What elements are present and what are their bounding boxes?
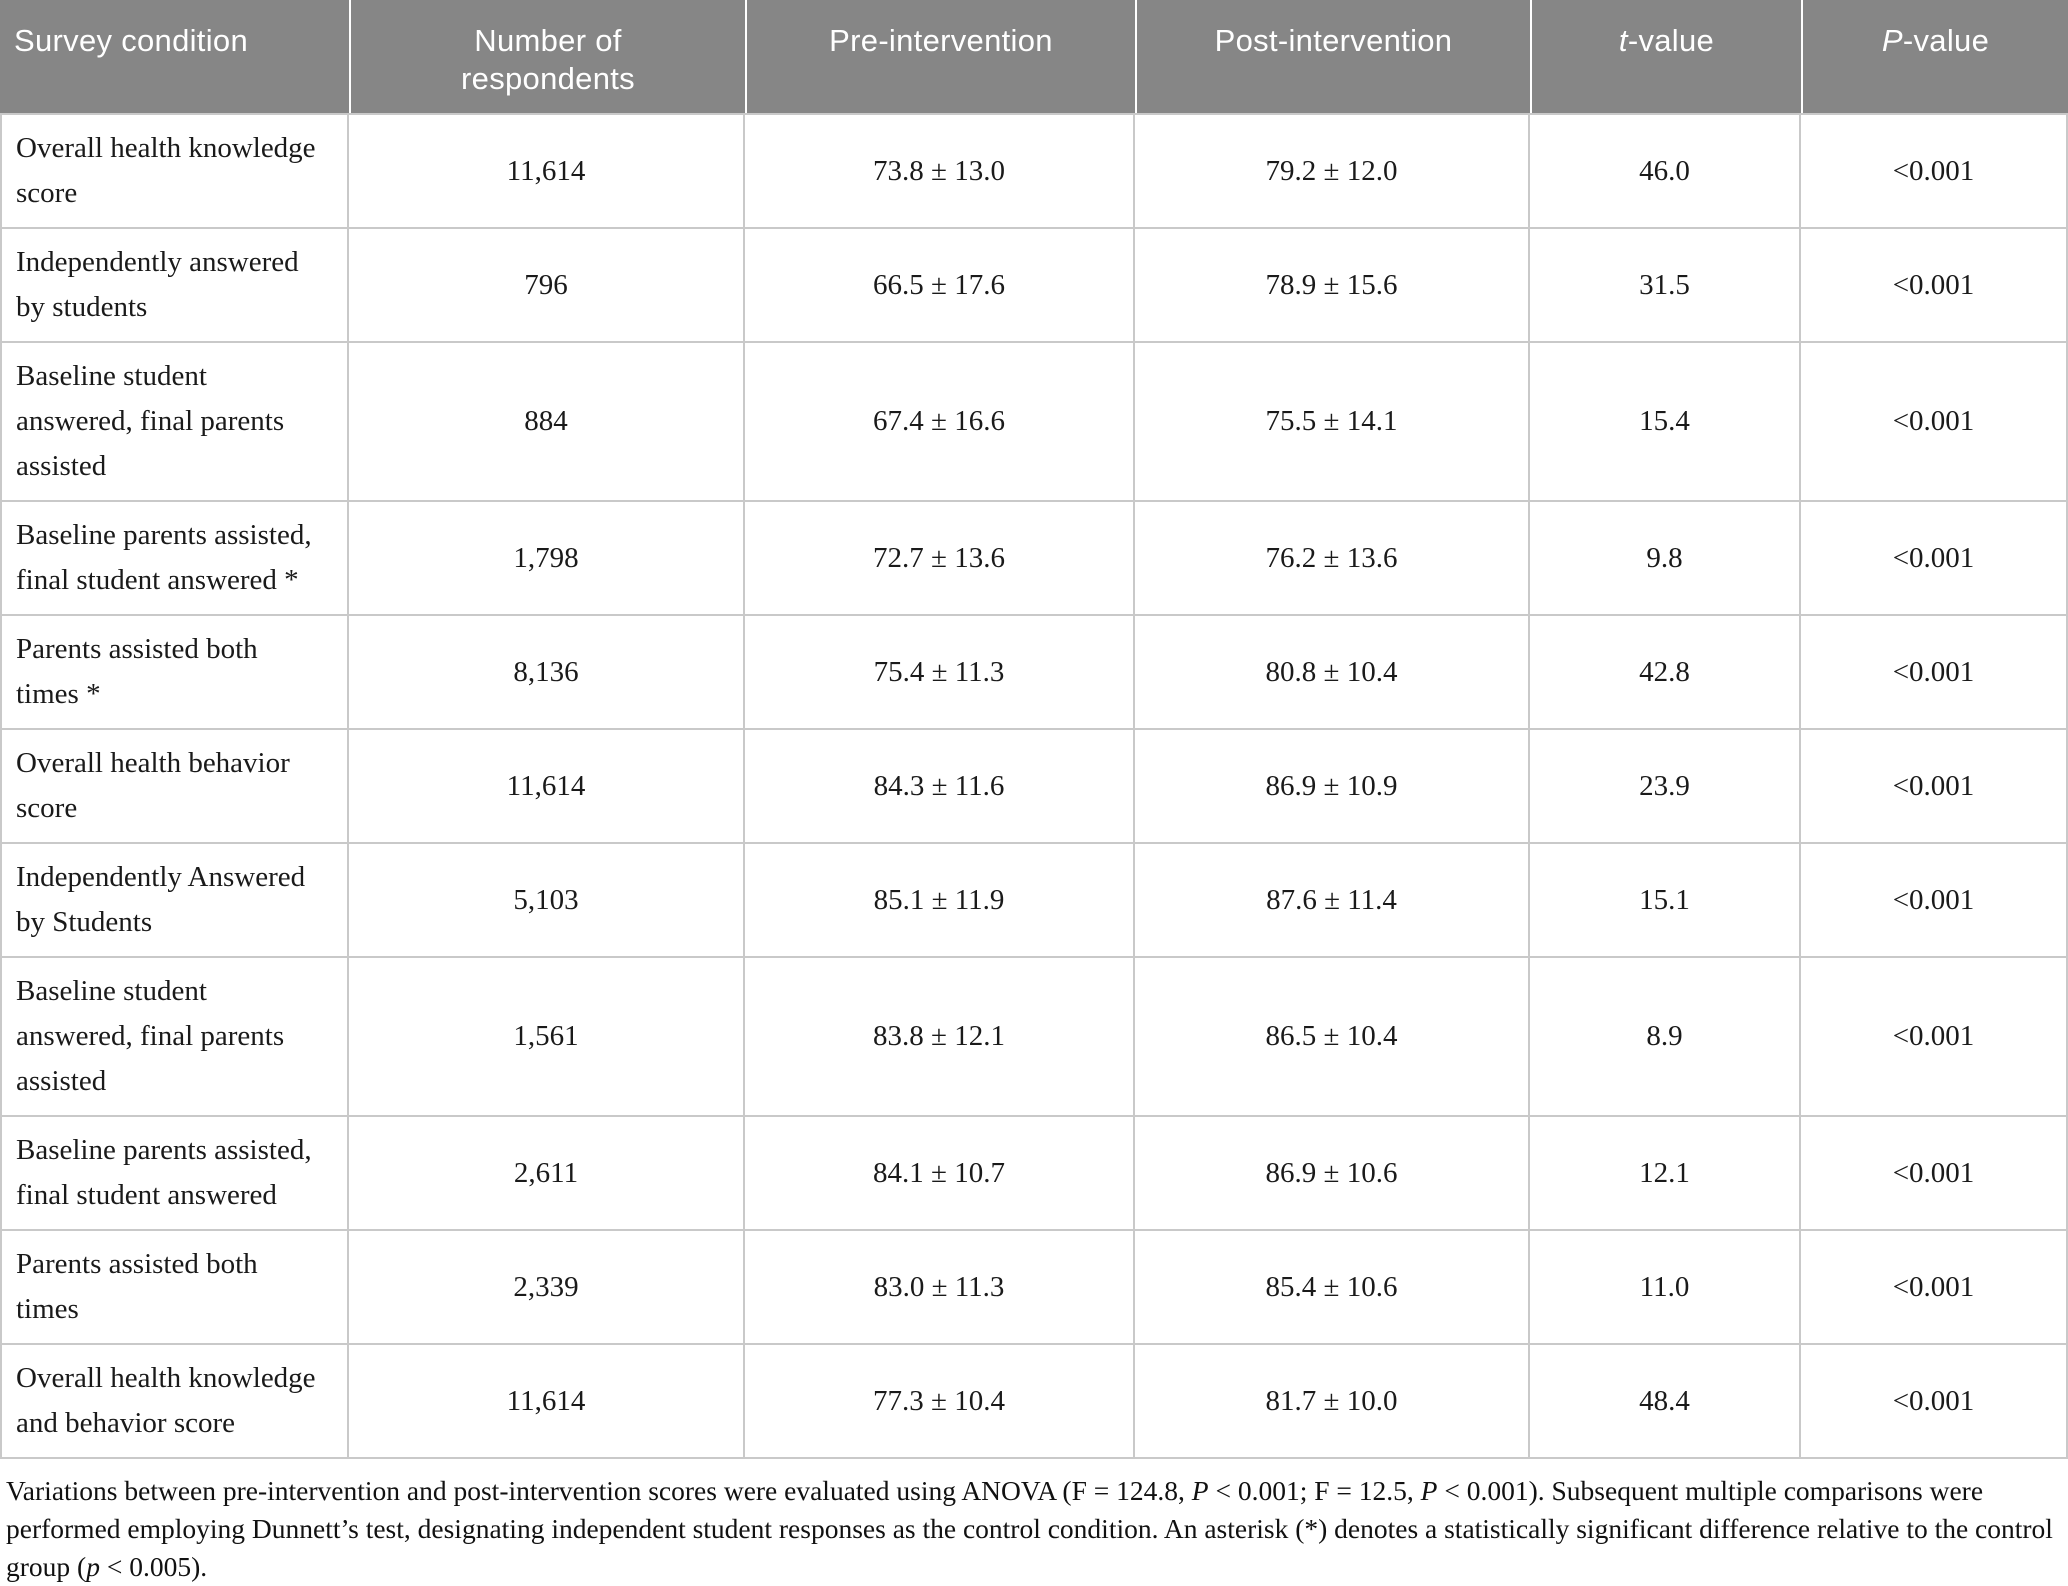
cell-t-value: 42.8 [1530,616,1801,730]
cell-t-value: 23.9 [1530,730,1801,844]
header-number-of-respondents: Number of respondents [349,0,745,113]
table-row: Baseline student answered, final parents… [0,343,2068,502]
cell-p-value: <0.001 [1801,343,2068,502]
cell-post-intervention: 86.9 ± 10.6 [1135,1117,1530,1231]
cell-p-value: <0.001 [1801,616,2068,730]
cell-respondents: 11,614 [349,730,745,844]
cell-respondents: 796 [349,229,745,343]
cell-p-value: <0.001 [1801,113,2068,229]
cell-survey-condition: Baseline student answered, final parents… [0,343,349,502]
cell-survey-condition: Parents assisted both times [0,1231,349,1345]
cell-survey-condition: Baseline student answered, final parents… [0,958,349,1117]
table-row: Baseline parents assisted, final student… [0,502,2068,616]
table-row: Parents assisted both times * 8,136 75.4… [0,616,2068,730]
cell-respondents: 1,561 [349,958,745,1117]
cell-respondents: 11,614 [349,1345,745,1459]
cell-t-value: 15.4 [1530,343,1801,502]
table-row: Independently Answered by Students 5,103… [0,844,2068,958]
cell-p-value: <0.001 [1801,730,2068,844]
cell-post-intervention: 87.6 ± 11.4 [1135,844,1530,958]
footnote-italic-segment: P [1191,1475,1209,1506]
header-p-value-rest: -value [1902,23,1990,58]
cell-pre-intervention: 73.8 ± 13.0 [745,113,1135,229]
cell-respondents: 2,339 [349,1231,745,1345]
cell-p-value: <0.001 [1801,958,2068,1117]
cell-post-intervention: 76.2 ± 13.6 [1135,502,1530,616]
cell-respondents: 1,798 [349,502,745,616]
table-row: Overall health knowledge score 11,614 73… [0,113,2068,229]
header-pre-intervention: Pre-intervention [745,0,1135,113]
cell-t-value: 31.5 [1530,229,1801,343]
table-row: Overall health behavior score 11,614 84.… [0,730,2068,844]
cell-t-value: 48.4 [1530,1345,1801,1459]
footnote-segment: < 0.001; F = 12.5, [1208,1475,1421,1506]
cell-t-value: 8.9 [1530,958,1801,1117]
table-header: Survey condition Number of respondents P… [0,0,2068,113]
results-table: Survey condition Number of respondents P… [0,0,2068,1459]
table-row: Overall health knowledge and behavior sc… [0,1345,2068,1459]
cell-p-value: <0.001 [1801,844,2068,958]
header-p-value: P-value [1801,0,2068,113]
cell-p-value: <0.001 [1801,229,2068,343]
header-survey-condition: Survey condition [0,0,349,113]
cell-t-value: 9.8 [1530,502,1801,616]
footnote-italic-segment: P [1420,1475,1438,1506]
table-row: Baseline student answered, final parents… [0,958,2068,1117]
cell-pre-intervention: 85.1 ± 11.9 [745,844,1135,958]
cell-post-intervention: 79.2 ± 12.0 [1135,113,1530,229]
cell-respondents: 8,136 [349,616,745,730]
table-row: Baseline parents assisted, final student… [0,1117,2068,1231]
cell-pre-intervention: 84.1 ± 10.7 [745,1117,1135,1231]
cell-post-intervention: 86.5 ± 10.4 [1135,958,1530,1117]
cell-t-value: 15.1 [1530,844,1801,958]
cell-post-intervention: 75.5 ± 14.1 [1135,343,1530,502]
cell-p-value: <0.001 [1801,502,2068,616]
cell-survey-condition: Overall health behavior score [0,730,349,844]
cell-survey-condition: Independently Answered by Students [0,844,349,958]
cell-respondents: 884 [349,343,745,502]
cell-post-intervention: 80.8 ± 10.4 [1135,616,1530,730]
cell-p-value: <0.001 [1801,1117,2068,1231]
table-row: Parents assisted both times 2,339 83.0 ±… [0,1231,2068,1345]
cell-respondents: 5,103 [349,844,745,958]
header-t-value-italic: t [1618,23,1628,58]
cell-survey-condition: Overall health knowledge and behavior sc… [0,1345,349,1459]
cell-pre-intervention: 83.0 ± 11.3 [745,1231,1135,1345]
cell-respondents: 2,611 [349,1117,745,1231]
cell-t-value: 11.0 [1530,1231,1801,1345]
header-row: Survey condition Number of respondents P… [0,0,2068,113]
table-row: Independently answered by students 796 6… [0,229,2068,343]
header-number-of-respondents-label: Number of respondents [461,23,635,96]
cell-pre-intervention: 66.5 ± 17.6 [745,229,1135,343]
cell-post-intervention: 85.4 ± 10.6 [1135,1231,1530,1345]
cell-survey-condition: Independently answered by students [0,229,349,343]
cell-post-intervention: 86.9 ± 10.9 [1135,730,1530,844]
cell-post-intervention: 78.9 ± 15.6 [1135,229,1530,343]
cell-survey-condition: Parents assisted both times * [0,616,349,730]
cell-pre-intervention: 72.7 ± 13.6 [745,502,1135,616]
cell-survey-condition: Baseline parents assisted, final student… [0,502,349,616]
cell-respondents: 11,614 [349,113,745,229]
cell-survey-condition: Overall health knowledge score [0,113,349,229]
header-post-intervention: Post-intervention [1135,0,1530,113]
cell-t-value: 46.0 [1530,113,1801,229]
cell-pre-intervention: 77.3 ± 10.4 [745,1345,1135,1459]
cell-post-intervention: 81.7 ± 10.0 [1135,1345,1530,1459]
cell-p-value: <0.001 [1801,1231,2068,1345]
header-p-value-italic: P [1881,23,1903,58]
cell-pre-intervention: 84.3 ± 11.6 [745,730,1135,844]
cell-p-value: <0.001 [1801,1345,2068,1459]
footnote-segment: < 0.001). Subsequent multiple comparison… [6,1475,2053,1582]
cell-pre-intervention: 83.8 ± 12.1 [745,958,1135,1117]
cell-pre-intervention: 67.4 ± 16.6 [745,343,1135,502]
cell-t-value: 12.1 [1530,1117,1801,1231]
cell-pre-intervention: 75.4 ± 11.3 [745,616,1135,730]
table-body: Overall health knowledge score 11,614 73… [0,113,2068,1459]
cell-survey-condition: Baseline parents assisted, final student… [0,1117,349,1231]
header-t-value: t-value [1530,0,1801,113]
header-t-value-rest: -value [1627,23,1715,58]
footnote-segment: Variations between pre-intervention and … [6,1475,1192,1506]
